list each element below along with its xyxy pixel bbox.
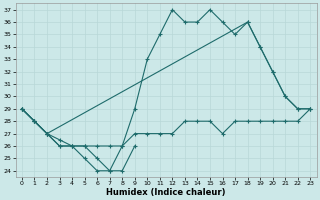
X-axis label: Humidex (Indice chaleur): Humidex (Indice chaleur) [106, 188, 226, 197]
